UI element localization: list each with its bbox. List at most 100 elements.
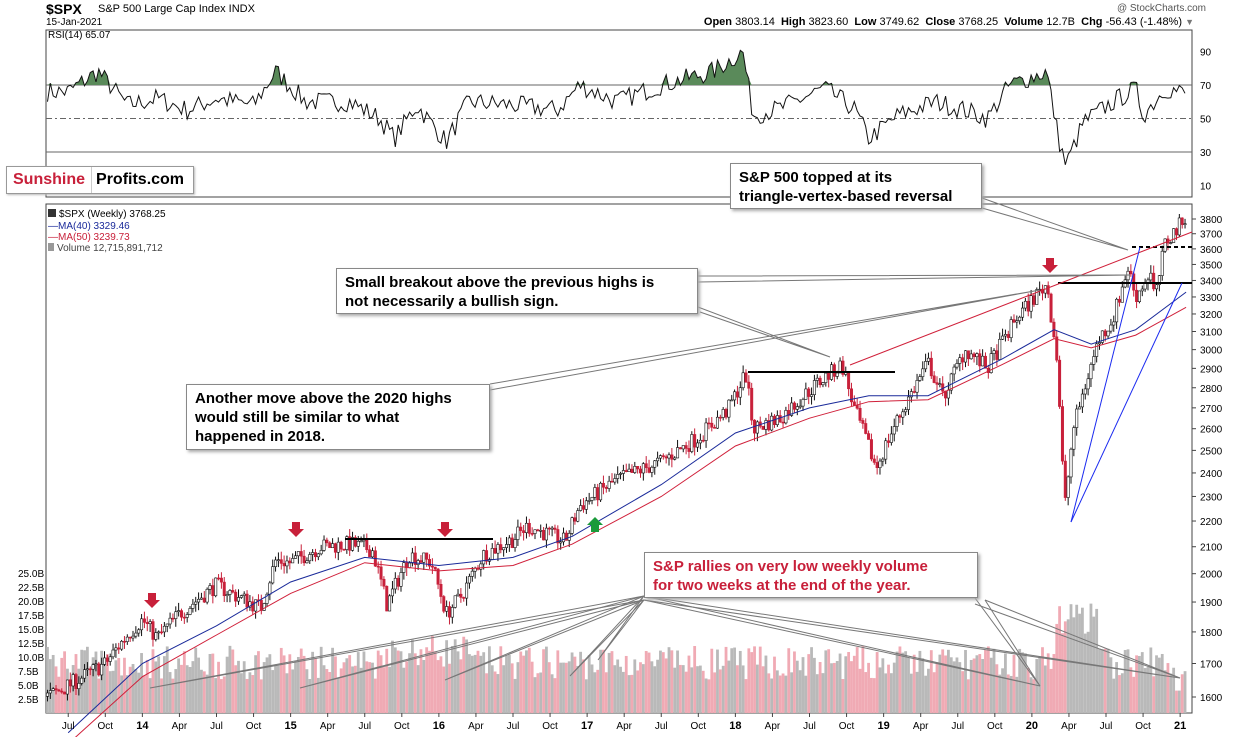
volume-tick-label: 7.5B — [18, 667, 39, 678]
volume-bar — [613, 665, 617, 713]
volume-bar — [405, 661, 409, 713]
volume-label: Volume — [1004, 16, 1044, 28]
volume-bar — [984, 649, 987, 713]
price-candle-body — [804, 388, 808, 400]
price-candle-body — [254, 599, 258, 612]
callout-pointer-breakout-2 — [697, 274, 1131, 283]
volume-bar — [502, 665, 506, 713]
volume-bar — [505, 655, 508, 713]
x-tick-label: Apr — [1061, 721, 1077, 732]
volume-bar — [704, 678, 708, 713]
annotation-topped: S&P 500 topped at its triangle-vertex-ba… — [730, 163, 982, 209]
volume-bar — [294, 660, 297, 713]
price-candle-body — [972, 353, 976, 358]
price-candle-body — [1155, 284, 1159, 290]
price-candle-body — [140, 618, 144, 631]
price-candle-body — [151, 621, 155, 640]
price-candle-body — [633, 466, 637, 473]
volume-bar — [949, 657, 953, 713]
volume-bar — [881, 658, 885, 713]
volume-bar — [981, 659, 985, 713]
volume-bar — [402, 667, 406, 713]
volume-bar — [924, 675, 927, 713]
dropdown-triangle-icon[interactable]: ▼ — [1185, 17, 1194, 27]
price-candle-body — [65, 679, 69, 695]
red-down-arrow-icon — [144, 593, 160, 608]
volume-bar — [775, 670, 779, 713]
volume-bar — [1049, 668, 1053, 713]
x-tick-label: 18 — [729, 720, 741, 732]
volume-bar — [123, 657, 126, 713]
volume-bar — [282, 655, 286, 713]
price-candle-body — [818, 377, 822, 386]
price-candle-body — [798, 405, 802, 408]
price-candle-body — [616, 474, 620, 479]
green-up-arrow-icon — [587, 517, 603, 532]
price-candle-body — [744, 372, 748, 383]
price-candle-body — [998, 338, 1002, 360]
price-candle-body — [68, 679, 72, 687]
volume-bar — [342, 662, 346, 713]
price-candle-body — [687, 448, 691, 452]
volume-bar — [308, 678, 312, 713]
volume-bar — [413, 653, 417, 713]
volume-bar — [262, 662, 266, 713]
ma50-line — [74, 306, 1187, 737]
annotation-volume: S&P rallies on very low weekly volume fo… — [644, 552, 978, 598]
price-candle-body — [852, 401, 856, 406]
volume-bar — [659, 650, 662, 713]
volume-bar — [1103, 648, 1107, 713]
chg-value: -56.43 (-1.48%) — [1105, 16, 1183, 28]
price-candle-body — [319, 550, 323, 555]
price-candle-body — [667, 454, 671, 459]
volume-bar — [257, 651, 260, 713]
price-candle-body — [259, 599, 263, 611]
price-candle-body — [684, 445, 688, 449]
volume-bar — [855, 647, 859, 713]
volume-bar — [787, 648, 791, 713]
volume-bar — [205, 674, 209, 713]
price-candle-body — [755, 421, 759, 434]
annotation-2018-line3: happened in 2018. — [195, 428, 326, 445]
price-candle-body — [867, 433, 871, 440]
price-candle-body — [610, 480, 614, 483]
price-candle-body — [251, 601, 255, 612]
price-candle-body — [416, 560, 420, 565]
volume-bar — [245, 678, 249, 713]
volume-bar — [536, 673, 540, 713]
price-candle-body — [935, 382, 939, 385]
price-candle-body — [938, 383, 942, 386]
price-candle-body — [117, 647, 121, 650]
price-candle-body — [1078, 406, 1082, 410]
price-candle-body — [661, 455, 665, 457]
price-candle-body — [801, 399, 805, 407]
price-candle-body — [764, 420, 768, 430]
price-candle-body — [1069, 448, 1073, 478]
rsi-tick-label: 90 — [1200, 48, 1212, 59]
price-tick-label: 3500 — [1200, 260, 1223, 271]
x-tick-label: 17 — [581, 720, 593, 732]
price-candle-body — [901, 411, 905, 418]
price-candle-body — [889, 433, 893, 443]
volume-bar — [97, 678, 101, 713]
volume-bar — [439, 656, 443, 713]
volume-bar — [242, 661, 246, 713]
volume-bar — [285, 673, 289, 713]
price-candle-body — [544, 527, 548, 541]
price-candle-body — [1174, 228, 1178, 236]
price-candle-body — [1035, 289, 1039, 305]
price-candle-body — [1060, 406, 1064, 462]
price-candle-body — [353, 537, 357, 547]
volume-bar — [1066, 619, 1070, 713]
price-tick-label: 1900 — [1200, 598, 1223, 609]
price-candle-body — [396, 577, 400, 587]
x-tick-label: Jul — [803, 721, 816, 732]
volume-bar — [202, 671, 206, 713]
volume-bar — [784, 675, 788, 713]
price-candle-body — [810, 394, 814, 397]
price-candle-body — [368, 549, 372, 558]
volume-bar — [1086, 631, 1090, 713]
volume-bar — [545, 646, 548, 713]
volume-bar — [1120, 673, 1124, 713]
